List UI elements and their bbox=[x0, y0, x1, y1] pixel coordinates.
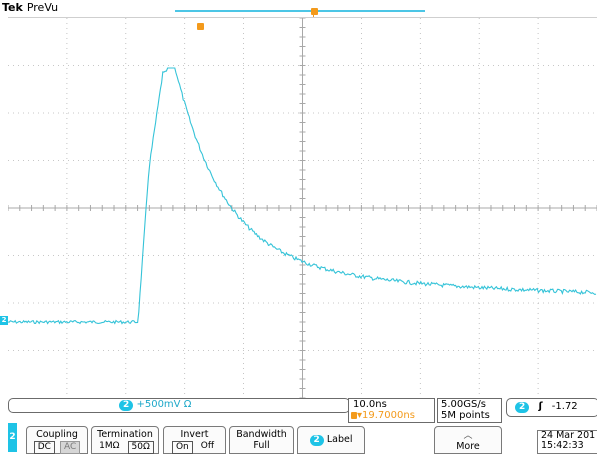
coupling-title: Coupling bbox=[36, 429, 78, 440]
invert-off-option[interactable]: Off bbox=[200, 441, 215, 451]
termination-50-option[interactable]: 50Ω bbox=[127, 441, 154, 454]
brand-label: Tek PreVu bbox=[2, 1, 58, 14]
channel-menu-tab[interactable]: 2 bbox=[8, 423, 17, 452]
invert-button[interactable]: Invert On Off bbox=[163, 426, 226, 454]
label-channel-chip: 2 bbox=[309, 435, 324, 446]
brand-name: Tek bbox=[2, 1, 23, 14]
waveform-display[interactable] bbox=[8, 17, 597, 398]
position-marker-icon bbox=[351, 411, 357, 419]
coupling-button[interactable]: Coupling DC AC bbox=[26, 426, 88, 454]
more-button[interactable]: ︿ More bbox=[434, 426, 502, 454]
top-status-bar bbox=[0, 0, 597, 17]
ground-marker-label: 2 bbox=[1, 316, 7, 324]
invert-title: Invert bbox=[180, 429, 209, 440]
date: 24 Mar 201 bbox=[541, 430, 596, 441]
trigger-slope-icon: ʃ bbox=[538, 401, 543, 412]
trigger-position-icon[interactable] bbox=[197, 23, 204, 30]
trigger-readout-row: 2 ʃ -1.72 bbox=[515, 401, 578, 413]
coupling-dc-option[interactable]: DC bbox=[33, 441, 55, 454]
horizontal-position: ▾19.7000ns bbox=[351, 410, 415, 421]
channel-2-waveform bbox=[8, 67, 597, 325]
trigger-point-icon[interactable] bbox=[311, 8, 318, 15]
more-chevron-icon: ︿ bbox=[463, 431, 473, 441]
bandwidth-button[interactable]: Bandwidth Full bbox=[229, 426, 294, 454]
trigger-point-stem bbox=[313, 14, 314, 19]
more-title: More bbox=[456, 441, 480, 452]
channel-scale: +500mV Ω bbox=[136, 399, 192, 410]
channel-scale-value: 500mV bbox=[144, 399, 181, 410]
bandwidth-value: Full bbox=[253, 440, 270, 451]
label-button[interactable]: 2 Label bbox=[297, 426, 365, 454]
termination-button[interactable]: Termination 1MΩ 50Ω bbox=[91, 426, 159, 454]
timebase-readout[interactable]: 10.0ns ▾19.7000ns bbox=[348, 398, 435, 423]
channel-readout[interactable]: 2 +500mV Ω bbox=[8, 398, 350, 413]
channel-impedance-icon: Ω bbox=[183, 399, 192, 410]
label-title: Label bbox=[326, 434, 353, 445]
channel-scale-readout: 2 +500mV Ω bbox=[119, 399, 191, 411]
trigger-readout[interactable]: 2 ʃ -1.72 bbox=[506, 398, 597, 417]
trigger-source-chip: 2 bbox=[515, 402, 530, 413]
time: 15:42:33 bbox=[541, 440, 584, 451]
record-view-bar[interactable] bbox=[175, 10, 425, 12]
record-length: 5M points bbox=[441, 410, 490, 421]
invert-on-option[interactable]: On bbox=[171, 441, 193, 454]
acquisition-mode: PreVu bbox=[26, 1, 59, 14]
coupling-ac-option[interactable]: AC bbox=[59, 441, 81, 454]
sample-readout[interactable]: 5.00GS/s 5M points bbox=[437, 398, 502, 423]
termination-title: Termination bbox=[97, 429, 153, 440]
sample-rate: 5.00GS/s bbox=[441, 399, 486, 410]
ground-marker-icon[interactable]: 2 bbox=[0, 316, 8, 325]
channel-chip: 2 bbox=[119, 400, 134, 411]
date-time-display: 24 Mar 201 15:42:33 bbox=[537, 430, 597, 454]
label-button-content: 2 Label bbox=[298, 434, 364, 446]
waveform-canvas bbox=[8, 18, 597, 398]
horizontal-position-value: ▾19.7000ns bbox=[357, 410, 415, 421]
bandwidth-title: Bandwidth bbox=[236, 429, 287, 440]
termination-1m-option[interactable]: 1MΩ bbox=[99, 441, 120, 451]
trigger-level: -1.72 bbox=[551, 401, 578, 412]
horizontal-scale: 10.0ns bbox=[353, 399, 387, 410]
